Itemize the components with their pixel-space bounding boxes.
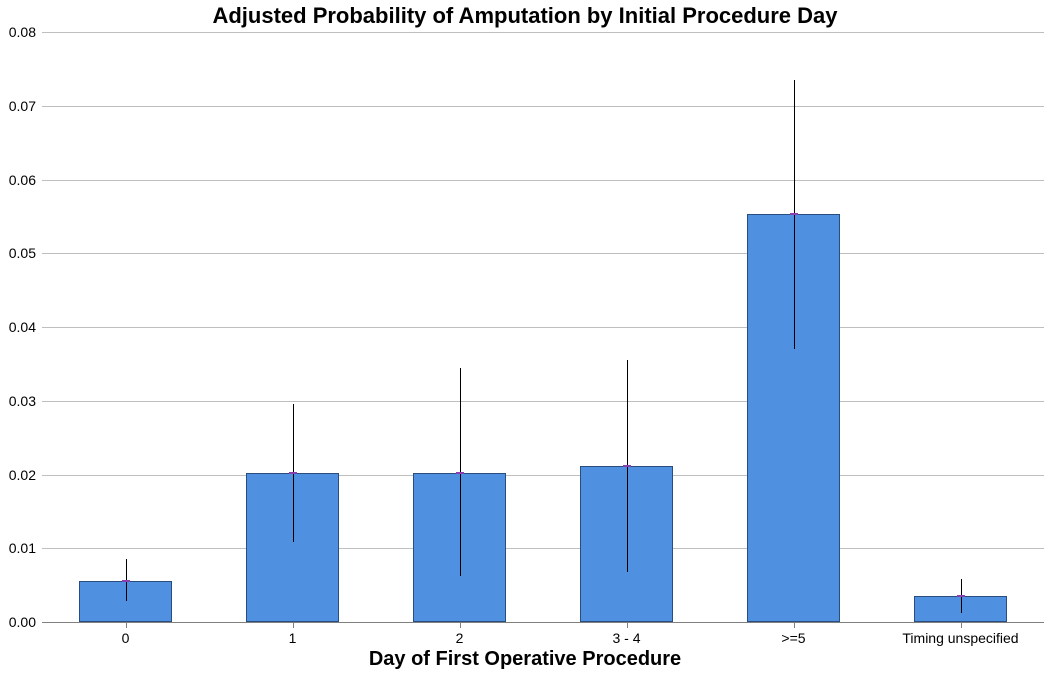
y-tick-label: 0.01	[0, 540, 36, 556]
y-tick-label: 0.00	[0, 614, 36, 630]
y-tick-label: 0.06	[0, 172, 36, 188]
chart-container: Adjusted Probability of Amputation by In…	[0, 0, 1050, 678]
y-tick-label: 0.04	[0, 319, 36, 335]
x-tick-label: 0	[42, 630, 209, 646]
x-tick	[293, 622, 294, 628]
gridline	[42, 180, 1044, 181]
x-tick	[627, 622, 628, 628]
bar-top-marker	[456, 472, 464, 474]
x-tick-label: 1	[209, 630, 376, 646]
y-tick-label: 0.03	[0, 393, 36, 409]
gridline	[42, 327, 1044, 328]
y-tick-label: 0.05	[0, 245, 36, 261]
gridline	[42, 106, 1044, 107]
bar-top-marker	[122, 580, 130, 582]
bar-top-marker	[957, 595, 965, 597]
gridline	[42, 253, 1044, 254]
x-tick	[961, 622, 962, 628]
gridline	[42, 401, 1044, 402]
y-tick-label: 0.07	[0, 98, 36, 114]
bar-top-marker	[623, 465, 631, 467]
x-axis-line	[42, 622, 1044, 623]
x-tick-label: 2	[376, 630, 543, 646]
y-tick-label: 0.08	[0, 24, 36, 40]
bar-top-marker	[790, 213, 798, 215]
x-axis-label: Day of First Operative Procedure	[0, 648, 1050, 671]
x-tick-label: >=5	[710, 630, 877, 646]
x-tick	[126, 622, 127, 628]
y-tick-label: 0.02	[0, 467, 36, 483]
chart-title: Adjusted Probability of Amputation by In…	[0, 3, 1050, 29]
x-tick	[794, 622, 795, 628]
gridline	[42, 32, 1044, 33]
x-tick-label: Timing unspecified	[877, 630, 1044, 646]
gridline	[42, 475, 1044, 476]
plot-area: 0.000.010.020.030.040.050.060.070.080123…	[42, 32, 1044, 622]
gridline	[42, 548, 1044, 549]
x-tick	[460, 622, 461, 628]
x-tick-label: 3 - 4	[543, 630, 710, 646]
bar-top-marker	[289, 472, 297, 474]
